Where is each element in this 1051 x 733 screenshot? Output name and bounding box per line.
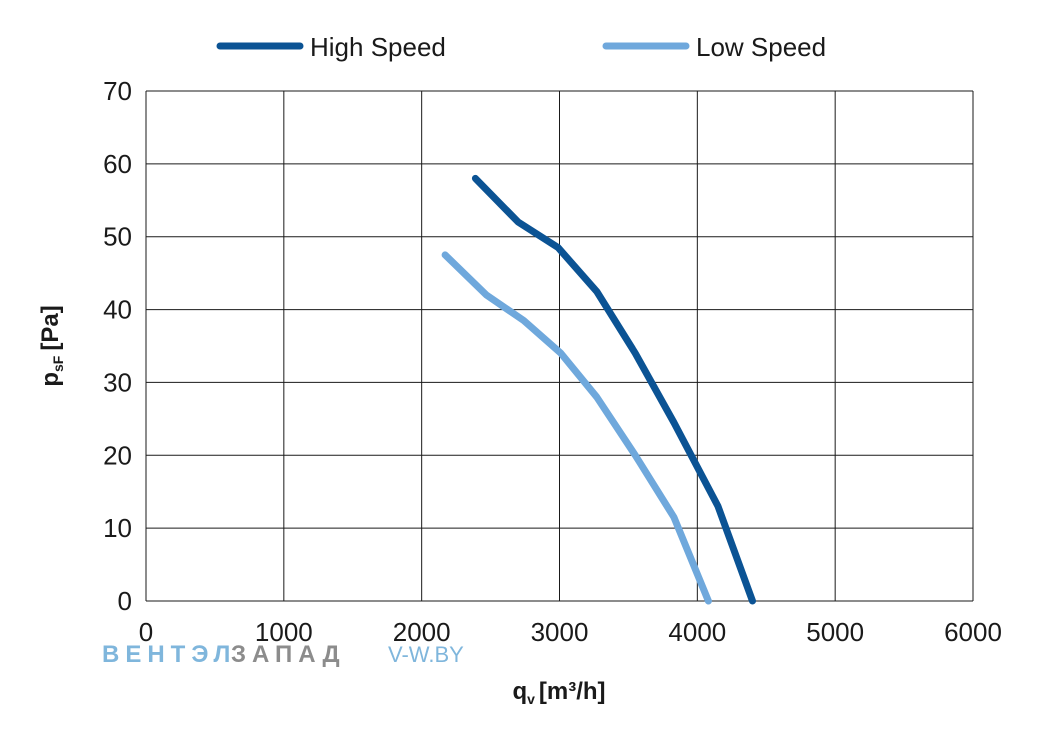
- x-tick-labels: 0 1000 2000 3000 4000 5000 6000: [139, 617, 1002, 647]
- y-tick-label-20: 20: [103, 440, 132, 470]
- x-axis-title-rest: [m³/h]: [539, 678, 606, 705]
- y-tick-label-0: 0: [118, 586, 132, 616]
- x-axis-title-sub: v: [527, 691, 535, 707]
- grid: [145, 90, 974, 602]
- legend-label-low-speed: Low Speed: [696, 32, 826, 62]
- y-axis-title: psF [Pa]: [37, 305, 66, 386]
- x-tick-label-5000: 5000: [806, 617, 864, 647]
- x-tick-label-3000: 3000: [531, 617, 589, 647]
- legend: High Speed Low Speed: [216, 32, 826, 62]
- y-axis-title-rest: [Pa]: [37, 305, 64, 350]
- y-tick-label-60: 60: [103, 149, 132, 179]
- x-tick-label-4000: 4000: [668, 617, 726, 647]
- y-tick-label-10: 10: [103, 513, 132, 543]
- series-line-low-speed: [441, 251, 712, 605]
- svg-text:qv[m³/h]: qv [m³/h]: [512, 678, 605, 707]
- y-tick-label-50: 50: [103, 222, 132, 252]
- legend-label-high-speed: High Speed: [310, 32, 446, 62]
- x-tick-label-1000: 1000: [255, 617, 313, 647]
- y-tick-label-30: 30: [103, 367, 132, 397]
- watermark-site: V-W.BY: [388, 642, 464, 667]
- series-lines: [441, 174, 756, 605]
- x-axis-title-main: q: [512, 678, 527, 705]
- y-axis-title-main: p: [37, 372, 64, 387]
- watermark-ventel: ВЕНТЭЛ: [102, 641, 236, 668]
- y-tick-label-40: 40: [103, 295, 132, 325]
- series-line-high-speed: [471, 174, 756, 605]
- x-tick-label-0: 0: [139, 617, 153, 647]
- x-tick-label-2000: 2000: [393, 617, 451, 647]
- x-axis-title: qv [m³/h]: [512, 678, 605, 707]
- y-axis-title-sub: sF: [50, 355, 66, 372]
- watermark-zapad: ЗАПАД: [231, 641, 346, 668]
- x-tick-label-6000: 6000: [944, 617, 1002, 647]
- watermark: ВЕНТЭЛ ЗАПАД V-W.BY: [102, 641, 464, 668]
- y-tick-label-70: 70: [103, 76, 132, 106]
- y-tick-labels: 0 10 20 30 40 50 60 70: [103, 76, 132, 616]
- svg-text:psF[Pa]: psF [Pa]: [37, 305, 66, 386]
